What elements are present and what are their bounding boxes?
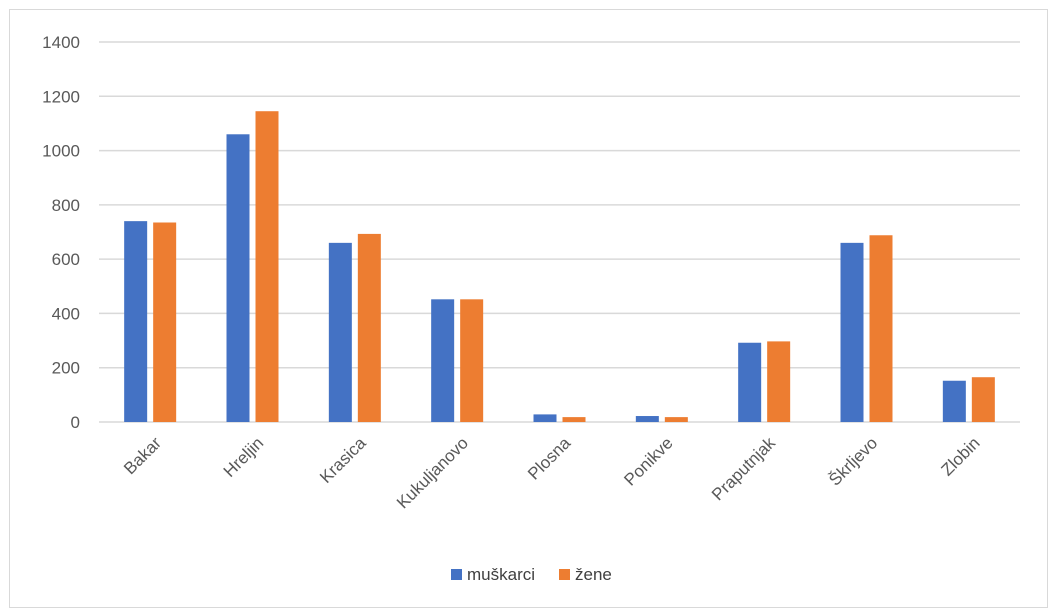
x-tick-label: Bakar <box>120 433 165 478</box>
bar-series-1 <box>840 242 864 422</box>
y-tick-label: 200 <box>52 359 80 378</box>
bar-series-1 <box>124 221 148 422</box>
bar-series-1 <box>942 380 966 422</box>
legend-label: muškarci <box>467 565 535 584</box>
bar-series-2 <box>255 111 279 422</box>
bar-series-2 <box>664 417 688 422</box>
x-tick-label: Hreljin <box>220 433 268 481</box>
x-tick-label: Zlobin <box>937 433 983 479</box>
bar-series-2 <box>460 299 484 422</box>
legend-label: žene <box>575 565 612 584</box>
x-tick-label: Praputnjak <box>708 433 779 504</box>
bar-series-1 <box>431 299 455 422</box>
bar-series-2 <box>971 377 995 422</box>
bar-series-1 <box>533 414 557 422</box>
x-tick-label: Ponikve <box>620 433 676 489</box>
y-tick-label: 0 <box>71 413 80 432</box>
gridlines <box>99 41 1020 423</box>
bar-series-2 <box>767 341 791 422</box>
x-tick-label: Kukuljanovo <box>393 433 472 512</box>
y-tick-label: 1000 <box>42 142 80 161</box>
bar-series-1 <box>328 242 352 422</box>
bar-series-1 <box>738 342 762 422</box>
y-axis-tick-labels: 0 200 400 600 800 1000 1200 1400 <box>42 33 80 432</box>
y-tick-label: 1200 <box>42 87 80 106</box>
x-tick-label: Plosna <box>524 433 575 484</box>
bars <box>124 111 995 423</box>
legend: muškarci žene <box>451 565 612 584</box>
legend-swatch <box>451 569 462 580</box>
legend-swatch <box>559 569 570 580</box>
y-tick-label: 800 <box>52 196 80 215</box>
bar-series-2 <box>153 222 177 422</box>
bar-series-2 <box>869 235 893 422</box>
y-tick-label: 600 <box>52 250 80 269</box>
x-tick-label: Škrljevo <box>825 433 881 489</box>
bar-series-1 <box>226 134 250 423</box>
x-tick-label: Krasica <box>316 433 370 487</box>
y-tick-label: 400 <box>52 304 80 323</box>
bar-series-2 <box>562 417 586 422</box>
y-tick-label: 1400 <box>42 33 80 52</box>
x-axis-tick-labels: Bakar Hreljin Krasica Kukuljanovo Plosna Poni… <box>120 433 984 512</box>
bar-series-1 <box>635 416 659 422</box>
bar-series-2 <box>357 233 381 422</box>
